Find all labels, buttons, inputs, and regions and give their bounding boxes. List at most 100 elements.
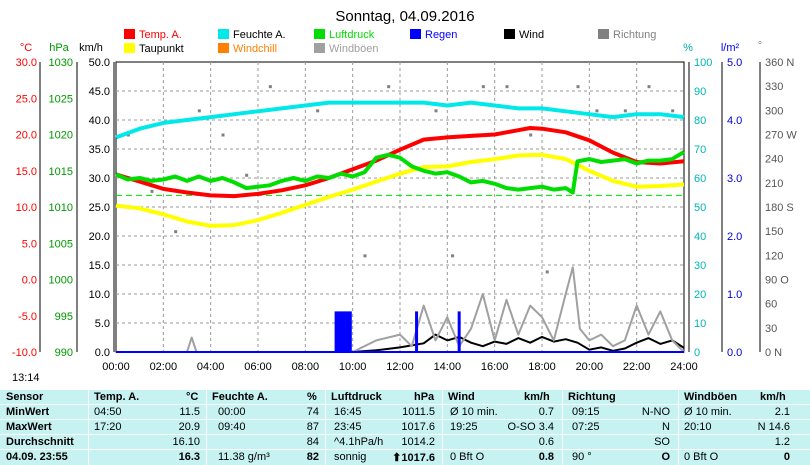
legend-swatch [410, 29, 421, 39]
direction-tick-label: 300 [765, 105, 783, 117]
x-tick-label: 14:00 [434, 361, 462, 373]
temp-tick-label: -10.0 [12, 347, 37, 359]
x-tick-label: 10:00 [339, 361, 367, 373]
x-tick-label: 06:00 [244, 361, 272, 373]
wind-tick-label: 15.0 [89, 260, 110, 272]
rain-bar [344, 311, 348, 352]
direction-point [671, 109, 675, 113]
col-header-wind: Wind [448, 391, 475, 403]
table-cell-wind_time: 0 Bft O [450, 451, 485, 463]
rain-bar [415, 311, 419, 352]
direction-point [316, 109, 320, 113]
direction-point [245, 173, 249, 177]
pressure-tick-label: 1020 [49, 130, 73, 142]
direction-tick-label: 150 [765, 226, 783, 238]
legend-swatch [504, 29, 515, 39]
table-cell-label: MinWert [6, 406, 50, 418]
direction-tick-label: 120 [765, 250, 783, 262]
humidity-tick-label: 90 [694, 86, 706, 98]
col-header-humidity-unit: % [307, 391, 317, 403]
table-cell-hum: 84 [306, 436, 319, 448]
table-cell-temp: 16.10 [172, 436, 200, 448]
direction-tick-label: 210 [765, 178, 783, 190]
rain-tick-label: 4.0 [727, 115, 742, 127]
table-cell-dir_time: 07:25 [572, 421, 600, 433]
table-cell-press: 1014.2 [401, 436, 435, 448]
direction-point [268, 85, 272, 89]
legend-label: Richtung [613, 29, 656, 41]
col-header-pressure: Luftdruck [331, 391, 382, 403]
table-cell-gust_time: 20:10 [684, 421, 712, 433]
table-cell-gust: N 14.6 [757, 421, 790, 433]
table-cell-dir: SO [654, 436, 670, 448]
legend-label: Feuchte A. [233, 29, 286, 41]
rain-bar [334, 311, 338, 352]
wind-tick-label: 0.0 [95, 347, 110, 359]
legend-label: Temp. A. [139, 29, 182, 41]
table-cell-press: 1011.5 [402, 406, 435, 418]
direction-point [221, 133, 225, 137]
pressure-tick-label: 995 [55, 311, 73, 323]
pressure-tick-label: 990 [55, 347, 73, 359]
legend-label: Luftdruck [329, 29, 375, 41]
direction-tick-label: 30 [765, 323, 777, 335]
wind-tick-label: 10.0 [89, 289, 110, 301]
humidity-unit-label: % [683, 42, 693, 54]
rain-bar [457, 311, 461, 352]
table-cell-wind: O-SO 3.4 [507, 421, 554, 433]
direction-point [481, 85, 485, 89]
col-header-wind-unit: km/h [524, 391, 550, 403]
table-cell-hum: 74 [306, 406, 319, 418]
temp-tick-label: -5.0 [18, 311, 37, 323]
table-cell-wind: 0.6 [538, 436, 554, 448]
legend-swatch [218, 43, 229, 53]
rain-tick-label: 3.0 [727, 173, 742, 185]
legend-swatch [218, 29, 229, 39]
wind-tick-label: 40.0 [89, 115, 110, 127]
x-tick-label: 18:00 [528, 361, 556, 373]
table-cell-wind: 0.8 [538, 451, 554, 463]
direction-unit-label: ° [758, 40, 762, 52]
table-cell-gust_time: Ø 10 min. [684, 406, 732, 418]
rain-bar [346, 311, 350, 352]
direction-point [363, 254, 367, 258]
direction-tick-label: 240 [765, 154, 783, 166]
table-cell-press_time: ^4.1hPa/h [334, 436, 384, 448]
direction-tick-label: 360 N [765, 57, 794, 69]
x-tick-label: 00:00 [102, 361, 130, 373]
humidity-tick-label: 40 [694, 231, 706, 243]
table-cell-press_time: 23:45 [334, 421, 362, 433]
table-cell-wind_time: 19:25 [450, 421, 478, 433]
legend-label: Wind [519, 29, 544, 41]
table-cell-hum: 87 [306, 421, 319, 433]
direction-point [595, 109, 599, 113]
rain-bar [339, 311, 343, 352]
direction-tick-label: 90 O [765, 275, 789, 287]
direction-point [451, 254, 455, 258]
col-header-gusts-unit: km/h [760, 391, 786, 403]
temp-tick-label: 5.0 [22, 238, 37, 250]
direction-point [150, 189, 154, 193]
direction-tick-label: 0 N [765, 347, 782, 359]
time-label: 13:14 [12, 372, 40, 384]
direction-point [647, 85, 651, 89]
legend-swatch [124, 29, 135, 39]
table-cell-dir: N-NO [641, 406, 670, 418]
chart-title: Sonntag, 04.09.2016 [335, 8, 474, 25]
col-header-temp-unit: °C [186, 391, 199, 403]
table-cell-wind: 0.7 [538, 406, 554, 418]
table-cell-hum: 82 [306, 451, 319, 463]
temp-tick-label: 25.0 [16, 93, 37, 105]
col-header-gusts: Windböen [684, 391, 738, 403]
wind-tick-label: 30.0 [89, 173, 110, 185]
pressure-tick-label: 1005 [49, 238, 73, 250]
pressure-tick-label: 1025 [49, 93, 73, 105]
table-cell-temp: 11.5 [179, 406, 200, 418]
legend-swatch [598, 29, 609, 39]
wind-tick-label: 45.0 [89, 86, 110, 98]
direction-tick-label: 270 W [765, 130, 797, 142]
table-cell-hum_time: 00:00 [218, 406, 246, 418]
direction-point [623, 109, 627, 113]
pressure-tick-label: 1000 [49, 275, 73, 287]
temp-tick-label: 0.0 [22, 275, 37, 287]
